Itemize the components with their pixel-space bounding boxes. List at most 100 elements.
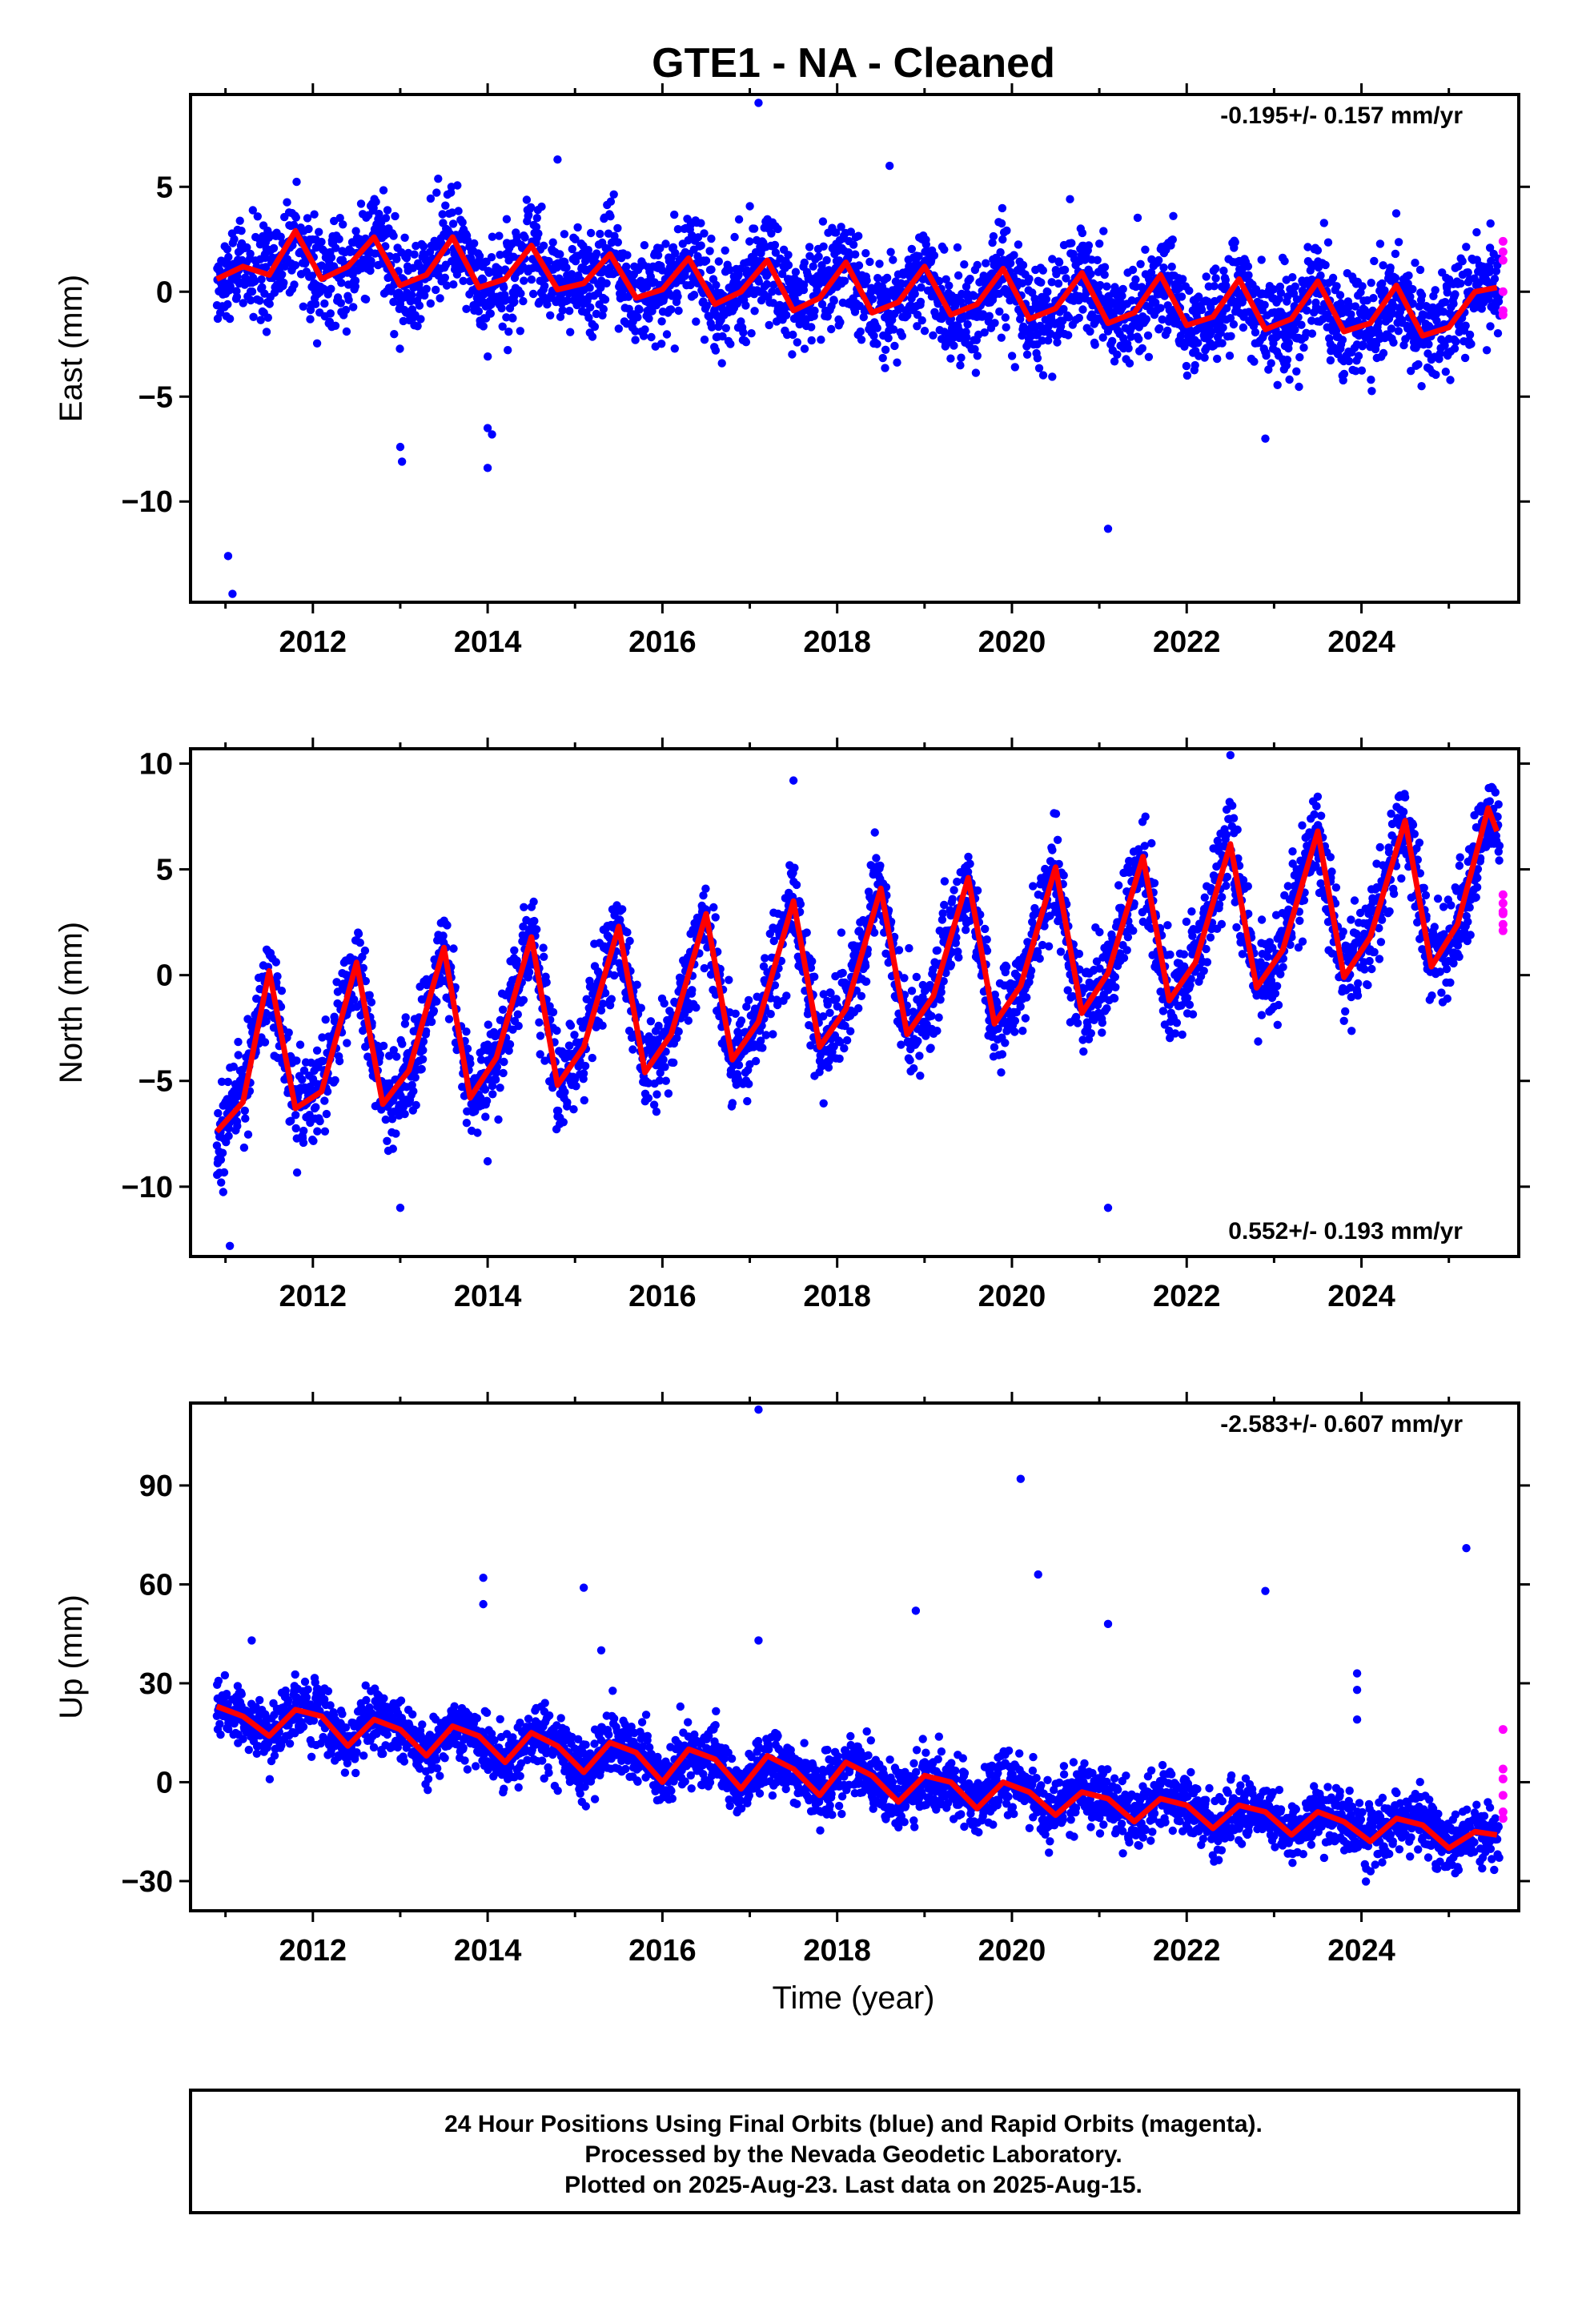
data-point xyxy=(390,330,399,339)
data-point xyxy=(854,1003,863,1013)
data-point xyxy=(905,1055,914,1065)
data-point xyxy=(907,244,917,254)
data-point xyxy=(854,231,863,240)
data-point xyxy=(938,915,947,924)
rapid-point xyxy=(1498,247,1508,256)
data-point xyxy=(1227,332,1235,340)
data-point xyxy=(580,1096,588,1105)
data-point xyxy=(743,1096,752,1106)
data-point xyxy=(331,1076,339,1085)
data-point xyxy=(265,300,274,308)
data-point xyxy=(881,883,891,892)
data-point xyxy=(1151,298,1160,307)
data-point xyxy=(757,1036,765,1045)
data-point xyxy=(408,291,416,300)
data-point xyxy=(504,328,513,336)
data-point xyxy=(409,1087,418,1096)
data-point xyxy=(1182,361,1191,371)
data-point xyxy=(890,341,899,351)
data-point xyxy=(337,279,346,287)
data-point xyxy=(233,1121,242,1131)
data-point xyxy=(326,309,335,318)
data-point xyxy=(730,232,739,242)
data-point xyxy=(700,229,709,238)
data-point xyxy=(323,1087,332,1096)
data-point xyxy=(751,1056,761,1066)
data-point xyxy=(530,916,539,926)
data-point xyxy=(806,1041,815,1050)
data-point xyxy=(829,1042,838,1051)
data-point xyxy=(1351,302,1360,311)
data-point xyxy=(837,928,846,937)
data-point xyxy=(982,947,992,955)
data-point xyxy=(829,296,838,305)
data-point xyxy=(439,931,448,940)
data-point xyxy=(632,980,641,989)
outlier-point xyxy=(483,464,492,472)
data-point xyxy=(926,1043,935,1052)
data-point xyxy=(339,220,347,229)
data-point xyxy=(770,240,780,250)
data-point xyxy=(741,338,751,347)
data-point xyxy=(1406,292,1415,301)
data-point xyxy=(1458,257,1467,266)
data-point xyxy=(917,283,926,292)
data-point xyxy=(1052,270,1061,279)
data-point xyxy=(1099,227,1108,235)
data-point xyxy=(367,998,376,1007)
data-point xyxy=(401,1013,410,1022)
data-point xyxy=(625,936,634,946)
data-point xyxy=(598,999,608,1008)
data-point xyxy=(1054,258,1064,267)
data-point xyxy=(399,316,408,326)
data-point xyxy=(966,275,974,283)
data-point xyxy=(532,223,541,231)
data-point xyxy=(312,339,322,348)
data-point xyxy=(320,1127,330,1136)
data-point xyxy=(562,263,571,272)
data-point xyxy=(744,995,753,1005)
data-point xyxy=(263,226,272,235)
data-point xyxy=(807,336,816,345)
data-point xyxy=(420,291,429,300)
data-point xyxy=(714,257,723,266)
data-point xyxy=(1303,243,1312,251)
data-point xyxy=(1062,274,1070,283)
data-point xyxy=(280,262,289,271)
data-point xyxy=(659,1055,668,1064)
data-point xyxy=(769,1030,777,1039)
data-point xyxy=(660,999,669,1008)
data-point xyxy=(707,265,716,274)
data-point xyxy=(700,336,709,344)
data-point xyxy=(1367,376,1375,384)
data-point xyxy=(542,978,551,987)
data-point xyxy=(299,1138,308,1148)
data-point xyxy=(426,194,436,203)
data-point xyxy=(463,235,472,245)
data-point xyxy=(673,292,682,301)
data-point xyxy=(661,1076,670,1085)
data-point xyxy=(365,991,374,999)
data-point xyxy=(290,280,299,289)
data-point xyxy=(973,260,982,270)
data-point xyxy=(606,197,616,206)
data-point xyxy=(1288,273,1297,282)
data-point xyxy=(540,1056,549,1065)
data-point xyxy=(484,352,492,361)
data-point xyxy=(543,300,552,309)
data-point xyxy=(1485,267,1494,276)
data-point xyxy=(623,251,632,259)
data-point xyxy=(817,300,827,309)
xtick-label: 2016 xyxy=(628,625,697,659)
data-point xyxy=(306,315,315,324)
data-point xyxy=(1064,313,1074,322)
data-point xyxy=(819,242,828,251)
data-point xyxy=(449,944,458,953)
data-point xyxy=(644,314,653,323)
data-point xyxy=(1493,329,1503,338)
data-point xyxy=(894,946,904,955)
data-point xyxy=(519,296,528,306)
data-point xyxy=(514,1021,523,1031)
data-point xyxy=(520,276,528,285)
